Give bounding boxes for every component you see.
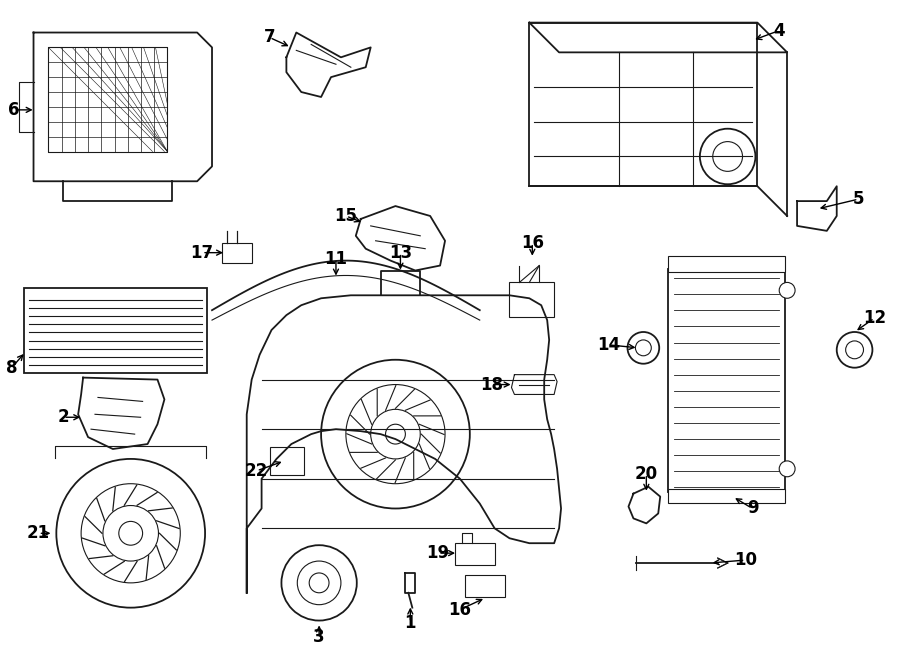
Circle shape — [846, 341, 863, 359]
Text: 13: 13 — [389, 244, 412, 261]
Text: 22: 22 — [245, 462, 268, 480]
Text: 19: 19 — [427, 544, 450, 562]
Text: 14: 14 — [597, 336, 620, 354]
Text: 12: 12 — [863, 309, 886, 327]
Text: 5: 5 — [853, 190, 864, 208]
Text: 10: 10 — [734, 551, 757, 569]
Circle shape — [119, 522, 142, 545]
Circle shape — [346, 385, 445, 484]
Text: 7: 7 — [264, 28, 275, 46]
Text: 8: 8 — [6, 359, 17, 377]
Circle shape — [57, 459, 205, 608]
Text: 3: 3 — [313, 628, 325, 646]
Circle shape — [385, 424, 405, 444]
Text: 11: 11 — [325, 250, 347, 267]
Circle shape — [635, 340, 652, 355]
Text: 2: 2 — [58, 408, 69, 426]
Circle shape — [779, 461, 795, 477]
Circle shape — [103, 506, 158, 561]
Text: 6: 6 — [8, 101, 20, 119]
Bar — [668, 256, 785, 271]
Bar — [23, 289, 207, 373]
Bar — [668, 489, 785, 502]
Circle shape — [81, 484, 180, 583]
Circle shape — [713, 142, 742, 171]
Circle shape — [371, 409, 420, 459]
Bar — [222, 243, 252, 263]
Bar — [269, 447, 304, 475]
Circle shape — [321, 359, 470, 508]
Text: 9: 9 — [747, 500, 759, 518]
Circle shape — [282, 545, 356, 620]
Text: 21: 21 — [27, 524, 50, 542]
Bar — [529, 23, 758, 186]
Bar — [668, 269, 785, 492]
Text: 20: 20 — [634, 465, 658, 483]
Text: 16: 16 — [448, 600, 472, 619]
Circle shape — [627, 332, 659, 363]
Bar — [49, 48, 167, 152]
Circle shape — [297, 561, 341, 604]
Bar — [465, 575, 505, 596]
Text: 17: 17 — [191, 244, 213, 261]
Circle shape — [700, 128, 755, 184]
Circle shape — [837, 332, 872, 367]
Bar — [509, 283, 554, 317]
Text: 18: 18 — [480, 375, 503, 393]
Text: 16: 16 — [521, 234, 544, 252]
Circle shape — [310, 573, 329, 592]
Text: 1: 1 — [405, 614, 416, 632]
Bar — [455, 544, 495, 565]
Text: 15: 15 — [335, 207, 357, 225]
Circle shape — [779, 283, 795, 299]
Text: 4: 4 — [773, 22, 785, 40]
